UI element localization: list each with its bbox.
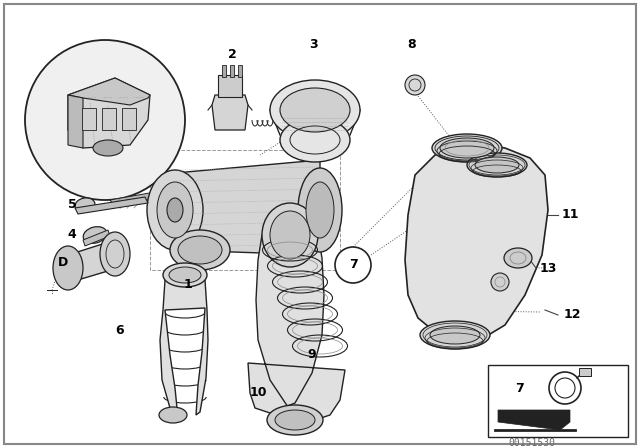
Ellipse shape xyxy=(270,80,360,140)
Polygon shape xyxy=(68,78,150,148)
Text: 11: 11 xyxy=(561,208,579,221)
Text: 3: 3 xyxy=(308,39,317,52)
Polygon shape xyxy=(498,410,570,430)
Ellipse shape xyxy=(178,236,222,264)
Polygon shape xyxy=(160,280,208,418)
Bar xyxy=(82,108,96,130)
Text: 10: 10 xyxy=(249,387,267,400)
Polygon shape xyxy=(83,230,110,246)
Bar xyxy=(102,108,116,130)
Ellipse shape xyxy=(475,157,519,173)
Ellipse shape xyxy=(170,230,230,270)
Text: 6: 6 xyxy=(116,323,124,336)
Ellipse shape xyxy=(83,227,107,243)
Bar xyxy=(230,65,234,77)
Ellipse shape xyxy=(159,407,187,423)
Ellipse shape xyxy=(275,410,315,430)
Ellipse shape xyxy=(504,248,532,268)
Text: 1: 1 xyxy=(184,279,193,292)
Ellipse shape xyxy=(93,140,123,156)
Ellipse shape xyxy=(147,170,203,250)
Ellipse shape xyxy=(75,198,95,212)
Text: 2: 2 xyxy=(228,48,236,61)
Ellipse shape xyxy=(420,321,490,349)
Bar xyxy=(222,65,226,77)
Ellipse shape xyxy=(169,267,201,283)
Circle shape xyxy=(25,40,185,200)
Polygon shape xyxy=(110,192,158,206)
Ellipse shape xyxy=(163,263,207,287)
Ellipse shape xyxy=(157,182,193,238)
Ellipse shape xyxy=(491,273,509,291)
Polygon shape xyxy=(405,143,548,340)
Ellipse shape xyxy=(53,246,83,290)
Polygon shape xyxy=(75,197,148,214)
Text: 5: 5 xyxy=(68,198,76,211)
Polygon shape xyxy=(68,78,150,105)
Text: 12: 12 xyxy=(563,309,580,322)
Ellipse shape xyxy=(467,153,527,177)
Ellipse shape xyxy=(280,88,350,132)
Ellipse shape xyxy=(306,182,334,238)
Ellipse shape xyxy=(262,203,318,267)
Text: 9: 9 xyxy=(308,349,316,362)
Ellipse shape xyxy=(430,326,480,344)
Bar xyxy=(122,108,136,130)
Ellipse shape xyxy=(298,168,342,252)
Circle shape xyxy=(335,247,371,283)
Text: 8: 8 xyxy=(408,39,416,52)
Ellipse shape xyxy=(167,198,183,222)
Text: 7: 7 xyxy=(349,258,357,271)
Bar xyxy=(488,365,628,437)
Text: 00151530: 00151530 xyxy=(509,438,556,448)
Ellipse shape xyxy=(280,118,350,162)
Ellipse shape xyxy=(100,232,130,276)
Ellipse shape xyxy=(405,75,425,95)
Ellipse shape xyxy=(432,134,502,162)
Ellipse shape xyxy=(270,211,310,259)
Polygon shape xyxy=(248,235,345,420)
Text: 13: 13 xyxy=(540,262,557,275)
Bar xyxy=(579,368,591,376)
Bar xyxy=(238,65,242,77)
Text: 7: 7 xyxy=(516,382,524,395)
Polygon shape xyxy=(68,95,83,148)
Polygon shape xyxy=(175,160,320,255)
Ellipse shape xyxy=(267,405,323,435)
Text: D: D xyxy=(58,257,68,270)
Polygon shape xyxy=(212,95,248,130)
Polygon shape xyxy=(68,240,118,282)
Ellipse shape xyxy=(440,138,494,158)
Bar xyxy=(218,75,242,97)
Text: 4: 4 xyxy=(68,228,76,241)
